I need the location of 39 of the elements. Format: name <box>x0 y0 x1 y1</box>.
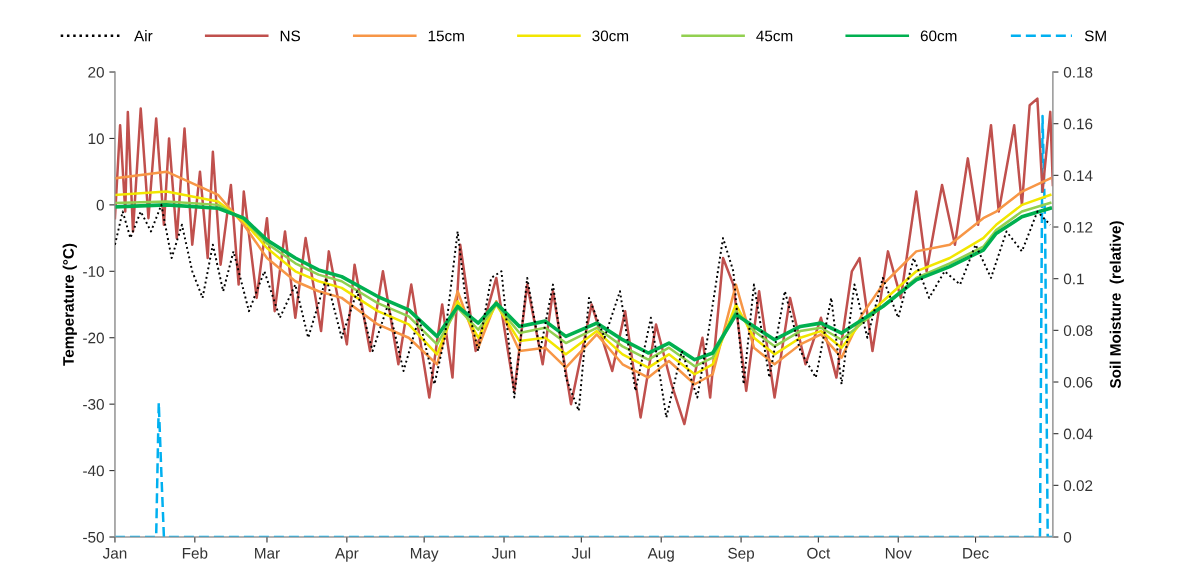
y2-tick-label: 0.18 <box>1063 66 1093 78</box>
y-tick-label: -10 <box>83 266 104 277</box>
legend-label: 15cm <box>428 30 464 42</box>
y2-tick-label: 0.12 <box>1063 221 1093 233</box>
y-tick-label: 0 <box>96 199 104 211</box>
y-axis-title: Temperature (°C) <box>62 243 77 366</box>
x-tick-label: Apr <box>334 547 359 562</box>
legend-label: 30cm <box>592 30 629 42</box>
y2-tick-label: 0.06 <box>1063 376 1093 388</box>
y2-tick-label: 0.02 <box>1063 480 1093 492</box>
y-tick-label: -20 <box>83 332 104 344</box>
legend-label: Air <box>134 30 153 42</box>
x-tick-label: Jun <box>491 547 516 559</box>
x-tick-label: Mar <box>255 547 280 559</box>
y2-tick-label: 0.16 <box>1063 118 1093 130</box>
x-tick-label: Sep <box>728 547 755 562</box>
y2-tick-label: 0 <box>1063 531 1072 543</box>
y-tick-label: 10 <box>88 133 104 145</box>
y-tick-label: -40 <box>83 465 104 477</box>
x-tick-label: Feb <box>182 547 208 559</box>
y2-axis-title: Soil Moisture (relative) <box>1109 221 1124 389</box>
legend-label: NS <box>280 30 301 42</box>
x-tick-label: Jul <box>571 547 591 559</box>
x-tick-label: Nov <box>885 547 912 559</box>
y-tick-label: -30 <box>83 399 104 410</box>
x-tick-label: Dec <box>963 547 989 559</box>
x-tick-label: May <box>410 547 439 562</box>
y-tick-label: -50 <box>83 531 104 543</box>
y2-tick-label: 0.14 <box>1063 170 1093 182</box>
y2-tick-label: 0.04 <box>1063 428 1093 440</box>
y-tick-label: 20 <box>88 66 104 78</box>
y2-tick-label: 0.1 <box>1063 273 1084 285</box>
legend-label: 60cm <box>920 30 957 42</box>
x-tick-label: Aug <box>647 547 674 562</box>
legend-label: SM <box>1084 30 1106 42</box>
x-tick-label: Oct <box>807 547 831 559</box>
legend-label: 45cm <box>756 30 793 42</box>
y2-tick-label: 0.08 <box>1063 325 1093 337</box>
x-tick-label: Jan <box>102 547 127 559</box>
